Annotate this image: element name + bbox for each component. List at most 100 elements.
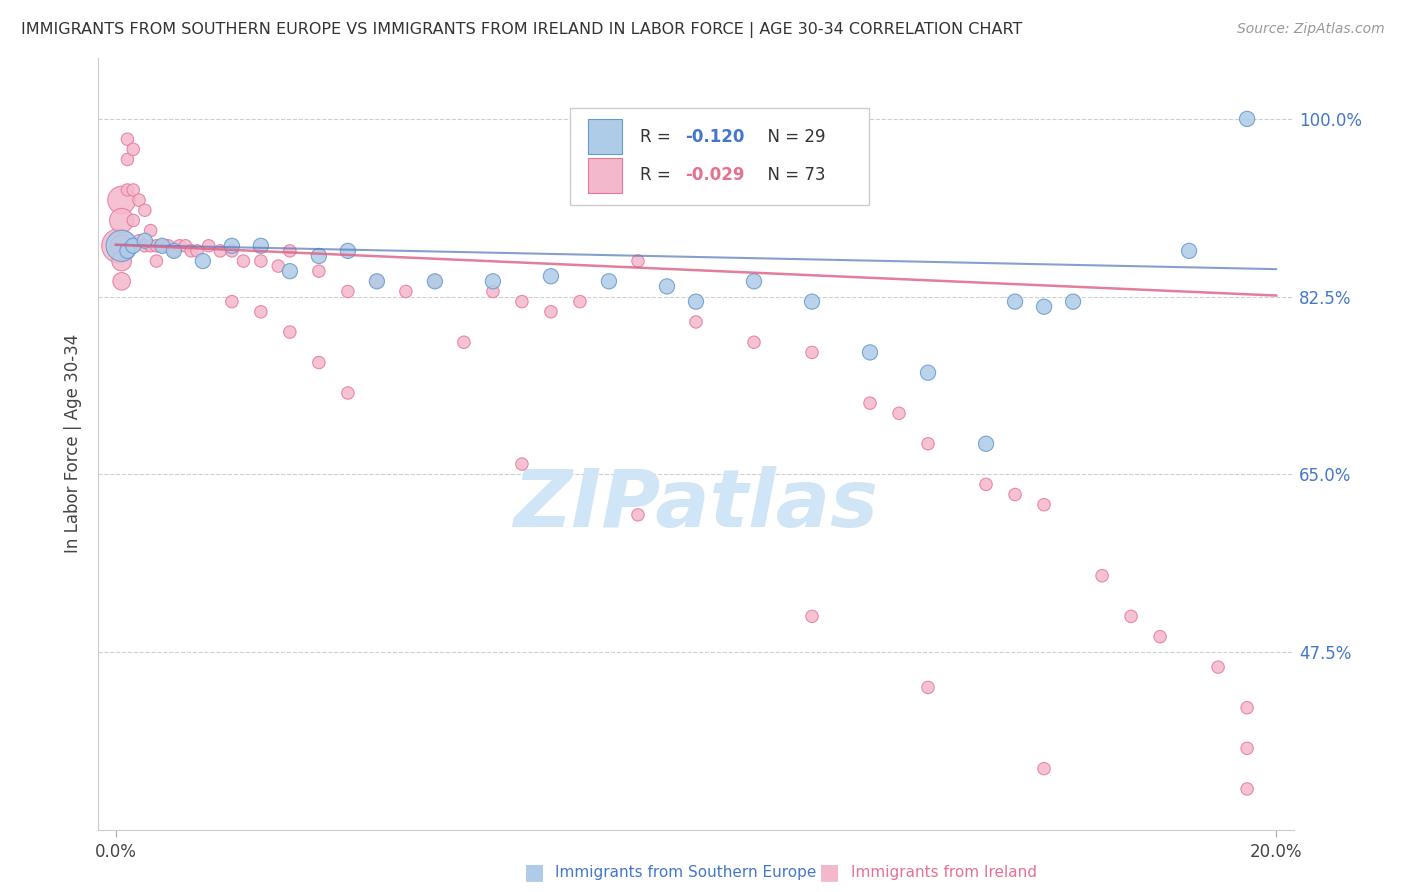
Point bbox=[859, 396, 882, 410]
Point bbox=[197, 239, 219, 253]
Text: -0.029: -0.029 bbox=[685, 166, 745, 185]
Point bbox=[150, 239, 173, 253]
Point bbox=[169, 239, 191, 253]
Point bbox=[157, 239, 180, 253]
Point bbox=[150, 239, 173, 253]
Point bbox=[250, 239, 273, 253]
Point bbox=[627, 508, 650, 522]
Point bbox=[122, 213, 145, 227]
Text: ■: ■ bbox=[524, 863, 544, 882]
Point bbox=[139, 239, 162, 253]
Point bbox=[453, 335, 475, 350]
Point bbox=[482, 274, 505, 288]
Point bbox=[423, 274, 446, 288]
Point bbox=[887, 406, 910, 420]
Text: ■: ■ bbox=[820, 863, 839, 882]
Point bbox=[336, 244, 359, 258]
Point bbox=[627, 254, 650, 268]
Point bbox=[423, 274, 446, 288]
Point bbox=[1236, 741, 1258, 756]
Point bbox=[111, 239, 134, 253]
Point bbox=[111, 274, 134, 288]
Point bbox=[540, 269, 562, 284]
Point bbox=[111, 213, 134, 227]
Point bbox=[111, 239, 134, 253]
Point bbox=[186, 244, 208, 258]
Point bbox=[482, 285, 505, 299]
Point bbox=[1149, 630, 1171, 644]
Point bbox=[859, 345, 882, 359]
Point bbox=[917, 436, 939, 450]
Point bbox=[117, 183, 139, 197]
Text: N = 73: N = 73 bbox=[756, 166, 825, 185]
Text: Source: ZipAtlas.com: Source: ZipAtlas.com bbox=[1237, 22, 1385, 37]
Point bbox=[366, 274, 388, 288]
Text: Immigrants from Southern Europe: Immigrants from Southern Europe bbox=[555, 865, 817, 880]
Point bbox=[1236, 112, 1258, 126]
Point bbox=[1178, 244, 1201, 258]
Bar bbox=[589, 120, 621, 154]
Point bbox=[180, 244, 202, 258]
Point bbox=[1236, 781, 1258, 796]
Point bbox=[221, 244, 243, 258]
Point bbox=[308, 249, 330, 263]
Point bbox=[1206, 660, 1229, 674]
Point bbox=[117, 244, 139, 258]
Point bbox=[568, 294, 591, 309]
Point bbox=[1033, 498, 1056, 512]
Point bbox=[163, 244, 186, 258]
Point bbox=[250, 305, 273, 319]
Point bbox=[278, 244, 301, 258]
Point bbox=[128, 234, 150, 248]
Point bbox=[685, 315, 707, 329]
Point bbox=[308, 264, 330, 278]
Point bbox=[655, 279, 678, 293]
Point bbox=[117, 244, 139, 258]
Point bbox=[685, 294, 707, 309]
Point bbox=[1033, 762, 1056, 776]
Text: N = 29: N = 29 bbox=[756, 128, 825, 145]
Point bbox=[122, 183, 145, 197]
Point bbox=[974, 477, 997, 491]
Point bbox=[221, 294, 243, 309]
Point bbox=[336, 386, 359, 401]
Point bbox=[221, 239, 243, 253]
Point bbox=[122, 239, 145, 253]
Point bbox=[117, 153, 139, 167]
Point bbox=[801, 609, 824, 624]
Y-axis label: In Labor Force | Age 30-34: In Labor Force | Age 30-34 bbox=[65, 334, 83, 553]
Point bbox=[111, 254, 134, 268]
Point bbox=[917, 681, 939, 695]
Point bbox=[801, 345, 824, 359]
Point bbox=[278, 325, 301, 339]
Text: ZIPatlas: ZIPatlas bbox=[513, 467, 879, 544]
Point bbox=[742, 335, 765, 350]
Point bbox=[1004, 487, 1026, 501]
Point bbox=[1033, 300, 1056, 314]
Point bbox=[1004, 294, 1026, 309]
Point bbox=[278, 264, 301, 278]
Point bbox=[336, 285, 359, 299]
Point bbox=[191, 254, 214, 268]
Text: R =: R = bbox=[640, 166, 676, 185]
Point bbox=[111, 193, 134, 207]
Point bbox=[122, 142, 145, 156]
Point bbox=[174, 239, 197, 253]
Point bbox=[510, 294, 533, 309]
Text: Immigrants from Ireland: Immigrants from Ireland bbox=[851, 865, 1036, 880]
Point bbox=[510, 457, 533, 471]
Point bbox=[232, 254, 254, 268]
Text: R =: R = bbox=[640, 128, 676, 145]
Point bbox=[801, 294, 824, 309]
Point bbox=[1062, 294, 1084, 309]
Text: -0.120: -0.120 bbox=[685, 128, 745, 145]
Point bbox=[107, 239, 129, 253]
Point bbox=[139, 223, 162, 237]
Point bbox=[134, 239, 156, 253]
Point bbox=[540, 305, 562, 319]
Point bbox=[1236, 700, 1258, 714]
Point bbox=[134, 203, 156, 218]
Point bbox=[395, 285, 418, 299]
Text: IMMIGRANTS FROM SOUTHERN EUROPE VS IMMIGRANTS FROM IRELAND IN LABOR FORCE | AGE : IMMIGRANTS FROM SOUTHERN EUROPE VS IMMIG… bbox=[21, 22, 1022, 38]
Point bbox=[122, 239, 145, 253]
